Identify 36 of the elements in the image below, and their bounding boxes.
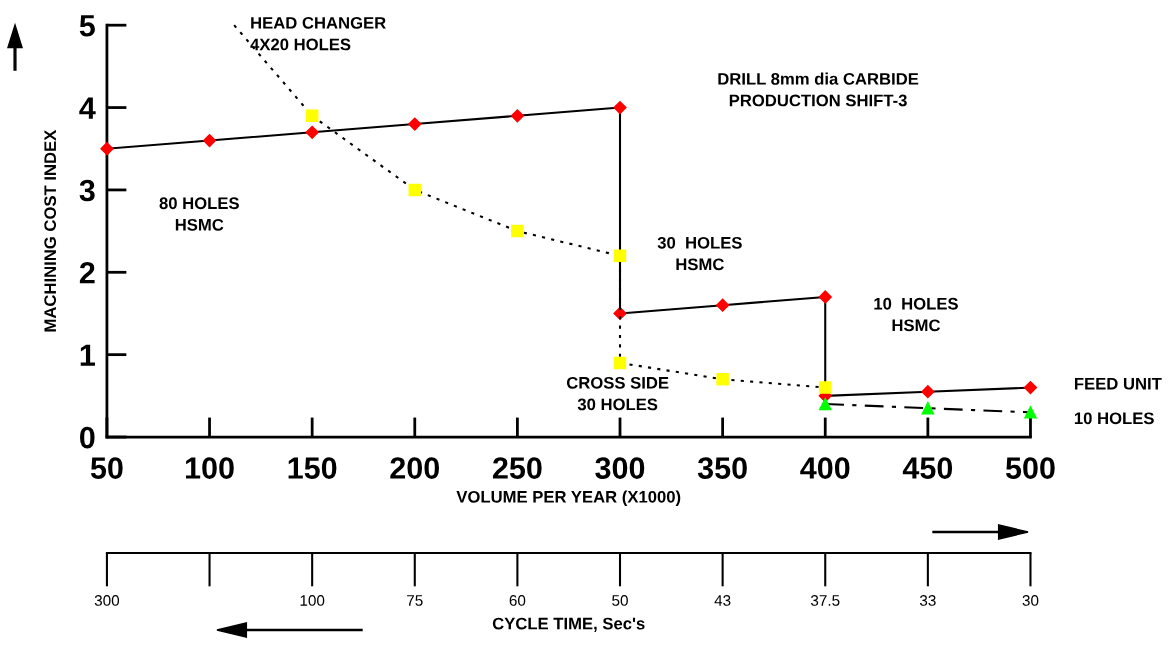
text: 10 HOLES — [1074, 412, 1154, 425]
y-tick-label: 2 — [79, 262, 95, 284]
y-tick-label: 1 — [80, 344, 95, 366]
x-tick-label: 50 — [90, 457, 123, 479]
category-label: 50 — [612, 595, 628, 606]
x-tick-label: 500 — [1005, 457, 1055, 479]
category-label: 43 — [714, 595, 731, 606]
annotation: 30 HOLES HSMC — [657, 236, 742, 271]
category-label: 300 — [94, 595, 120, 606]
x-tick-label: 400 — [800, 457, 850, 479]
category-label: 100 — [300, 595, 325, 606]
y-tick-label: 0 — [80, 426, 95, 449]
x-axis-title: VOLUME PER YEAR (X1000) — [456, 490, 681, 507]
x-tick-label: 450 — [902, 457, 953, 479]
x-tick-label: 350 — [697, 457, 747, 479]
y-tick-label: 5 — [79, 15, 95, 37]
category-label: 75 — [407, 595, 423, 606]
annotation: 80 HOLES HSMC — [159, 197, 239, 231]
x-tick-label: 150 — [288, 457, 337, 479]
x-tick-label: 250 — [492, 457, 542, 479]
category-label: 33 — [919, 595, 936, 606]
y-tick-label: 3 — [79, 179, 95, 202]
x-tick-label: 200 — [390, 457, 440, 479]
category-label: 37.5 — [810, 595, 840, 606]
text: FEED UNIT — [1075, 377, 1162, 390]
annotation: CROSS SIDE 30 HOLES — [566, 376, 669, 411]
x-tick-label: 100 — [185, 457, 234, 479]
annotation: 10 HOLES HSMC — [874, 297, 958, 332]
category-label: 60 — [509, 595, 526, 606]
text: CYCLE TIME, Sec's — [492, 617, 645, 632]
category-label: 30 — [1022, 595, 1039, 606]
y-tick-label: 4 — [79, 97, 96, 119]
x-tick-label: 300 — [595, 457, 645, 479]
annotation: DRILL 8mm dia CARBIDE PRODUCTION SHIFT-3 — [718, 72, 919, 107]
annotation: HEAD CHANGER 4X20 HOLES — [250, 16, 386, 51]
y-axis-title: MACHINING COST INDEX — [44, 129, 57, 332]
